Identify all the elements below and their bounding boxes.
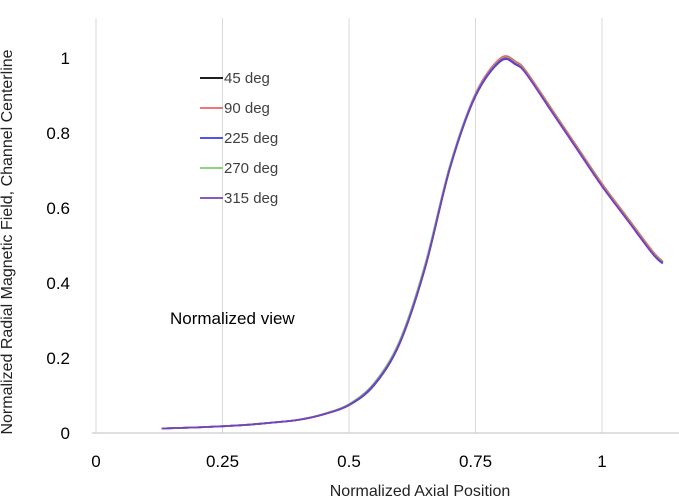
legend: 45 deg 90 deg 225 deg 270 deg 315 deg [200, 70, 278, 207]
x-tick-label: 0.5 [337, 452, 361, 471]
x-tick-label: 0 [91, 452, 100, 471]
y-tick-label: 0.4 [46, 274, 70, 293]
series-line-315-deg [161, 57, 664, 430]
x-axis-title: Normalized Axial Position [330, 483, 511, 500]
y-tick-label: 0.2 [46, 349, 70, 368]
y-tick-label: 0.6 [46, 199, 70, 218]
legend-label: 315 deg [224, 190, 278, 207]
x-tick-label: 0.75 [459, 452, 492, 471]
x-tick-label: 1 [597, 452, 606, 471]
legend-label: 270 deg [224, 160, 278, 177]
y-tick-label: 1 [61, 49, 70, 68]
y-tick-labels: 0 0.2 0.4 0.6 0.8 1 [46, 49, 70, 443]
legend-label: 225 deg [224, 130, 278, 147]
vertical-gridlines [95, 18, 603, 433]
legend-label: 90 deg [224, 100, 270, 117]
annotation-normalized-view: Normalized view [170, 309, 295, 328]
x-tick-label: 0.25 [206, 452, 239, 471]
y-tick-label: 0 [61, 424, 70, 443]
legend-label: 45 deg [224, 70, 270, 87]
x-tick-labels: 0 0.25 0.5 0.75 1 [91, 452, 606, 471]
y-axis-title: Normalized Radial Magnetic Field, Channe… [0, 49, 16, 434]
y-tick-label: 0.8 [46, 124, 70, 143]
series-lines [161, 55, 664, 430]
